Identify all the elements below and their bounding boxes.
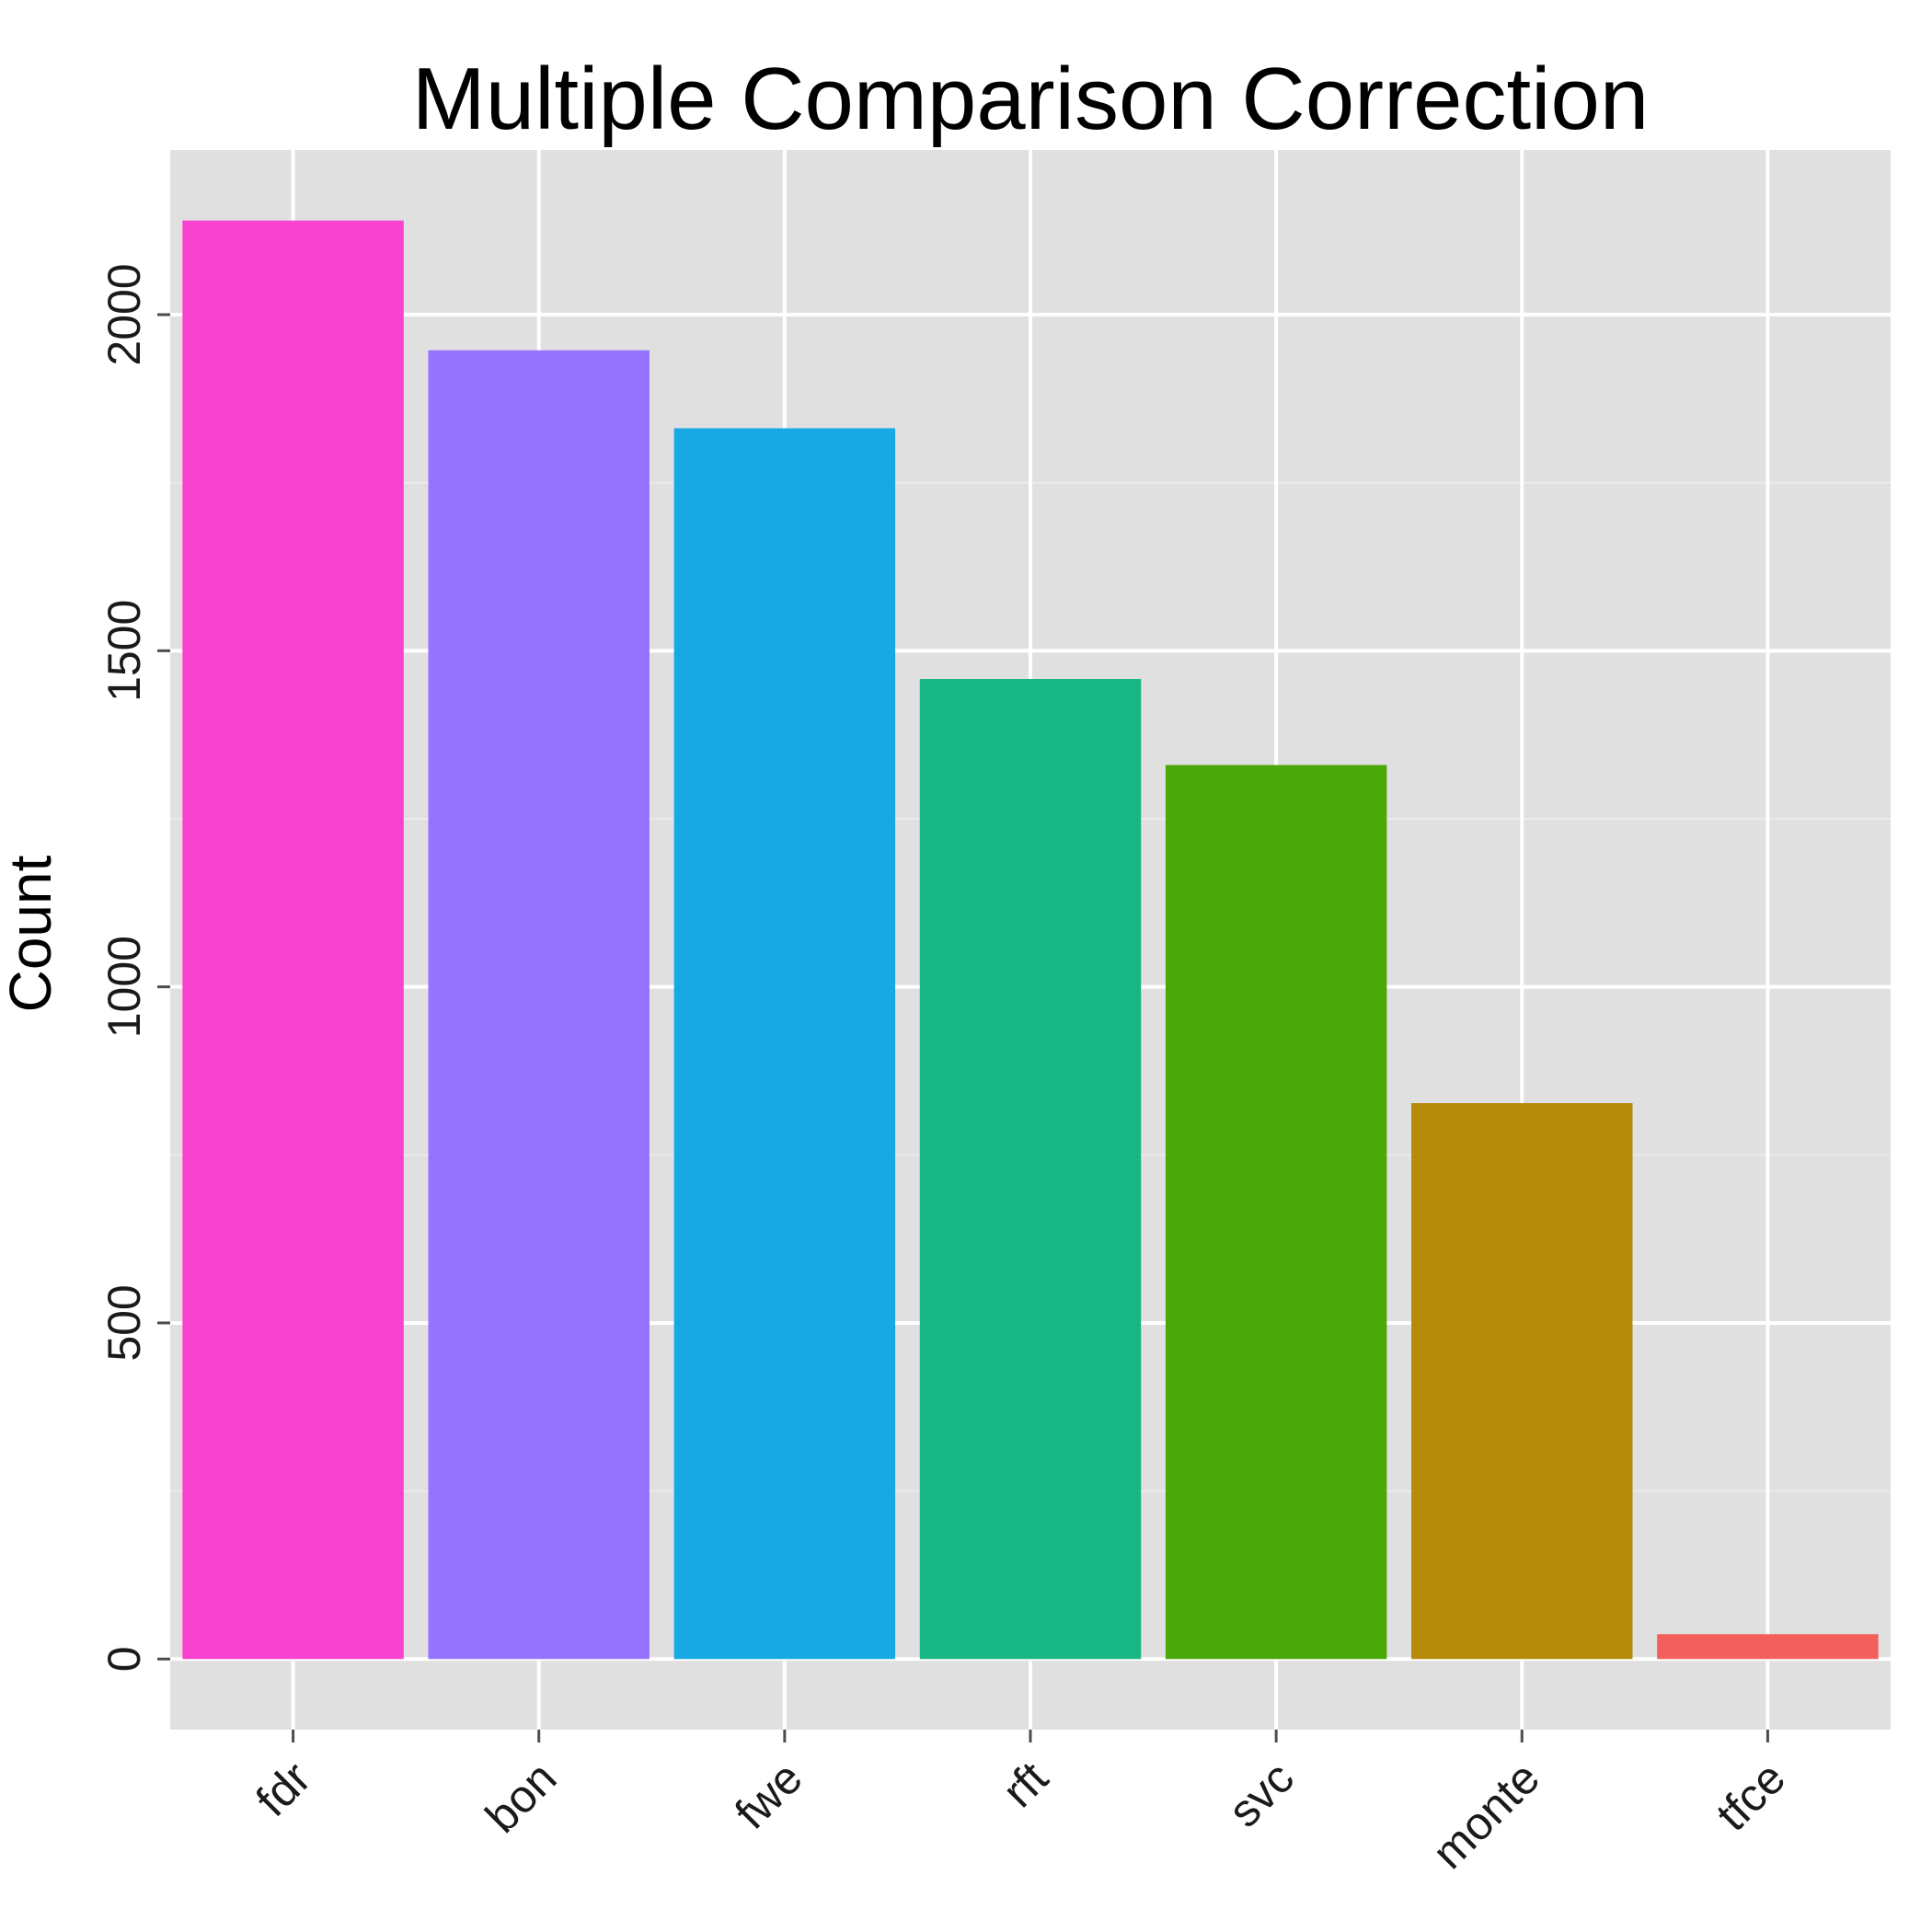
- x-tick-label-fdr: fdr: [246, 1752, 320, 1826]
- y-tick-label: 2000: [98, 263, 150, 365]
- x-tick-label-fwe: fwe: [725, 1752, 812, 1839]
- chart-title: Multiple Comparison Correction: [412, 50, 1650, 148]
- x-axis: fdr bon fwe rft svc monte tfce: [246, 1730, 1795, 1879]
- x-tick-label-rft: rft: [993, 1752, 1058, 1817]
- bar-fdr: [182, 220, 404, 1660]
- bar-rft: [919, 679, 1142, 1660]
- y-tick-label: 1000: [98, 936, 150, 1038]
- y-tick-label: 1500: [98, 600, 150, 702]
- bar-tfce: [1657, 1634, 1879, 1660]
- y-tick-label: 0: [98, 1646, 150, 1672]
- x-tick-label-tfce: tfce: [1707, 1752, 1796, 1841]
- bar-fwe: [673, 428, 896, 1660]
- y-axis: 0 500 1000 1500 2000: [98, 263, 170, 1672]
- bar-monte: [1411, 1103, 1633, 1660]
- bar-bon: [428, 350, 650, 1660]
- bar-svc: [1165, 765, 1387, 1660]
- x-tick-label-svc: svc: [1218, 1752, 1304, 1837]
- y-tick-label: 500: [98, 1284, 150, 1361]
- bars: [182, 220, 1879, 1660]
- x-tick-label-bon: bon: [476, 1752, 567, 1843]
- x-tick-label-monte: monte: [1422, 1752, 1549, 1879]
- y-axis-title: Count: [0, 855, 63, 1012]
